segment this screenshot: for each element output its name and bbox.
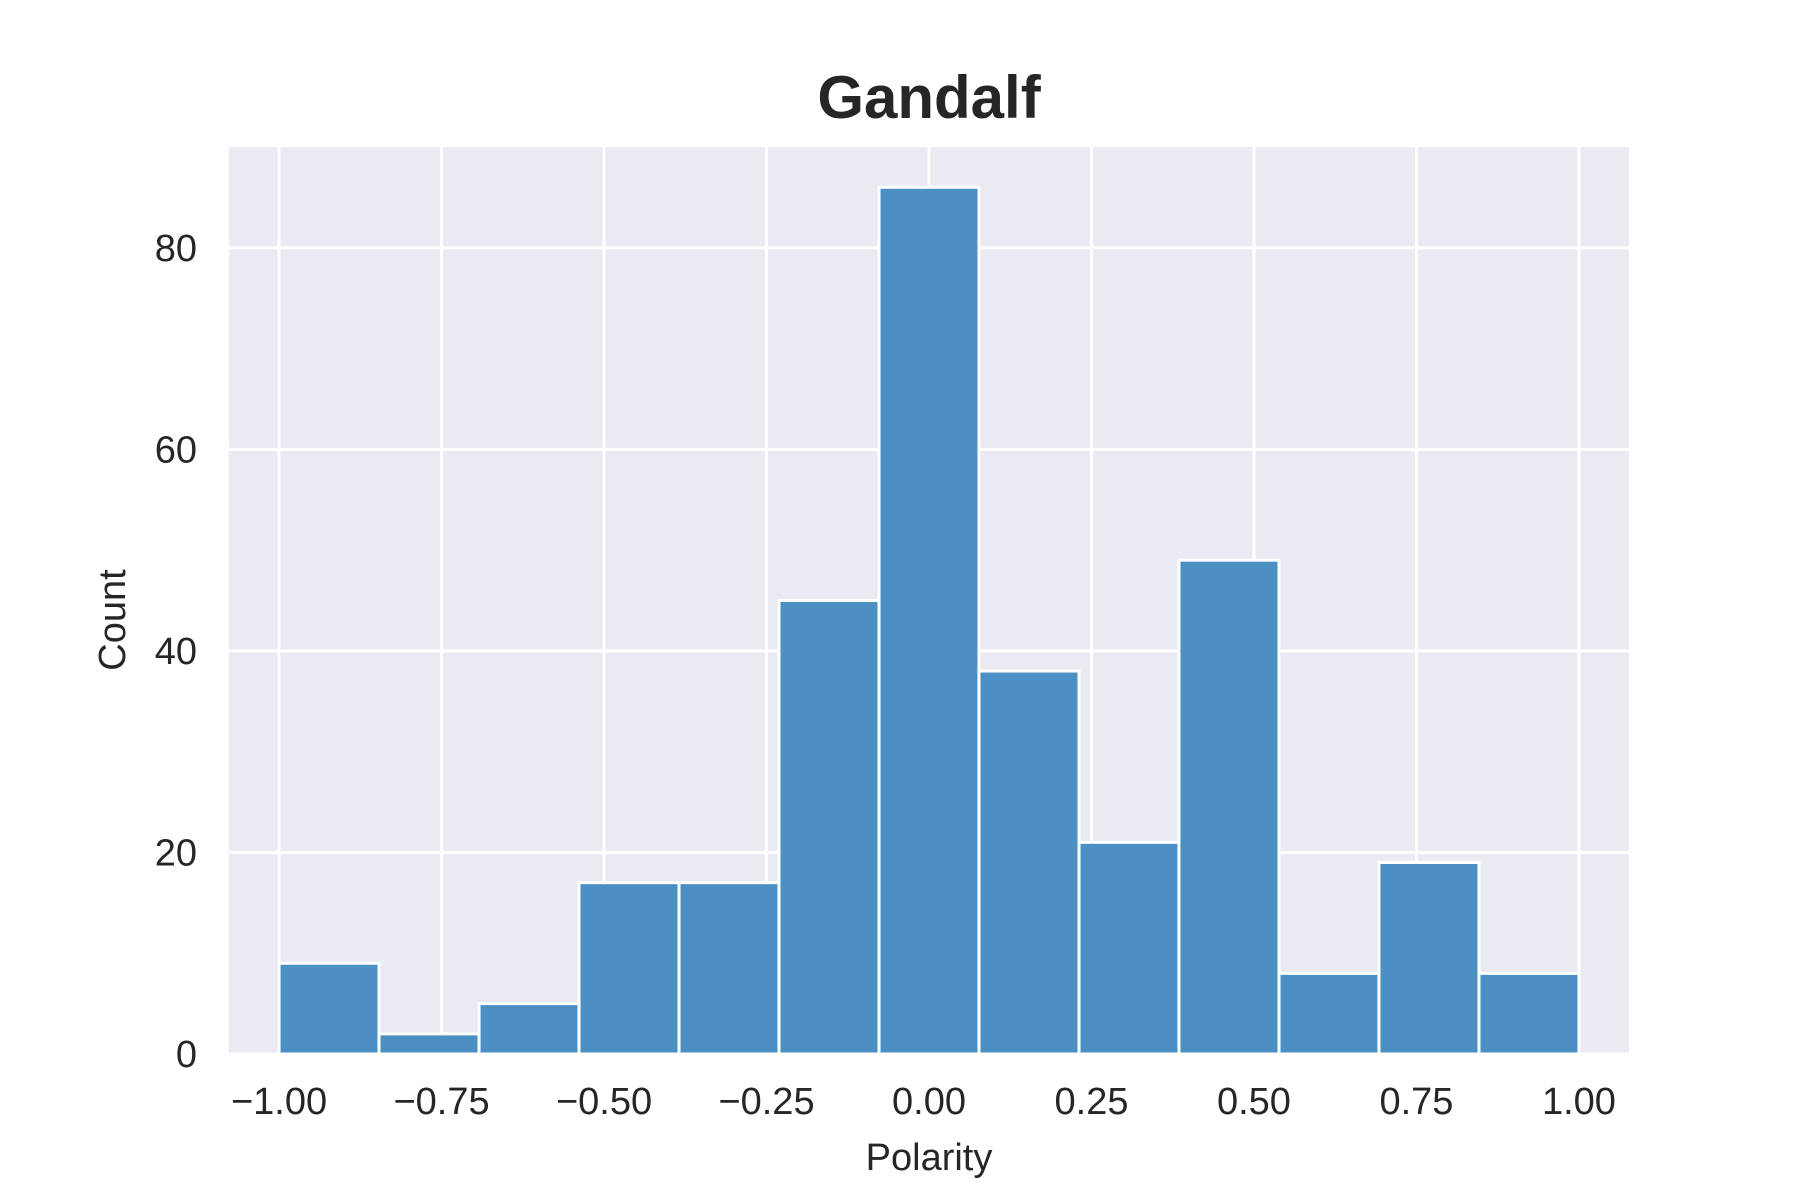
x-tick-label: 1.00	[1542, 1081, 1616, 1123]
histogram-bar	[777, 599, 881, 1056]
x-tick-label: 0.75	[1379, 1081, 1453, 1123]
histogram-bar	[1177, 558, 1281, 1056]
chart-title: Gandalf	[817, 64, 1041, 131]
histogram-bars	[277, 185, 1581, 1056]
x-axis-label: Polarity	[866, 1137, 993, 1179]
histogram-bar	[377, 1032, 481, 1056]
y-tick-label: 60	[155, 429, 197, 471]
y-tick-label: 20	[155, 832, 197, 874]
histogram-bar	[1377, 861, 1481, 1056]
histogram-bar	[577, 881, 681, 1056]
y-tick-label: 40	[155, 631, 197, 673]
x-tick-label: 0.25	[1055, 1081, 1129, 1123]
histogram-bar	[1077, 840, 1181, 1056]
histogram-bar	[877, 185, 981, 1056]
histogram-bar	[1477, 971, 1581, 1056]
histogram-bar	[1277, 971, 1381, 1056]
histogram-bar	[677, 881, 781, 1056]
x-tick-label: −1.00	[231, 1081, 327, 1123]
y-tick-label: 0	[176, 1034, 197, 1076]
y-axis-label: Count	[92, 569, 134, 671]
x-tick-label: −0.25	[718, 1081, 814, 1123]
x-tick-label: −0.75	[393, 1081, 489, 1123]
histogram-bar	[977, 669, 1081, 1056]
x-tick-label: 0.00	[892, 1081, 966, 1123]
x-tick-label: 0.50	[1217, 1081, 1291, 1123]
y-tick-labels: 0 20 40 60 80	[155, 228, 197, 1076]
histogram-bar	[477, 1002, 581, 1056]
y-tick-label: 80	[155, 228, 197, 270]
x-tick-labels: −1.00 −0.75 −0.50 −0.25 0.00 0.25 0.50 0.75 1.00	[231, 1081, 1616, 1123]
x-tick-label: −0.50	[556, 1081, 652, 1123]
histogram-bar	[277, 961, 381, 1056]
